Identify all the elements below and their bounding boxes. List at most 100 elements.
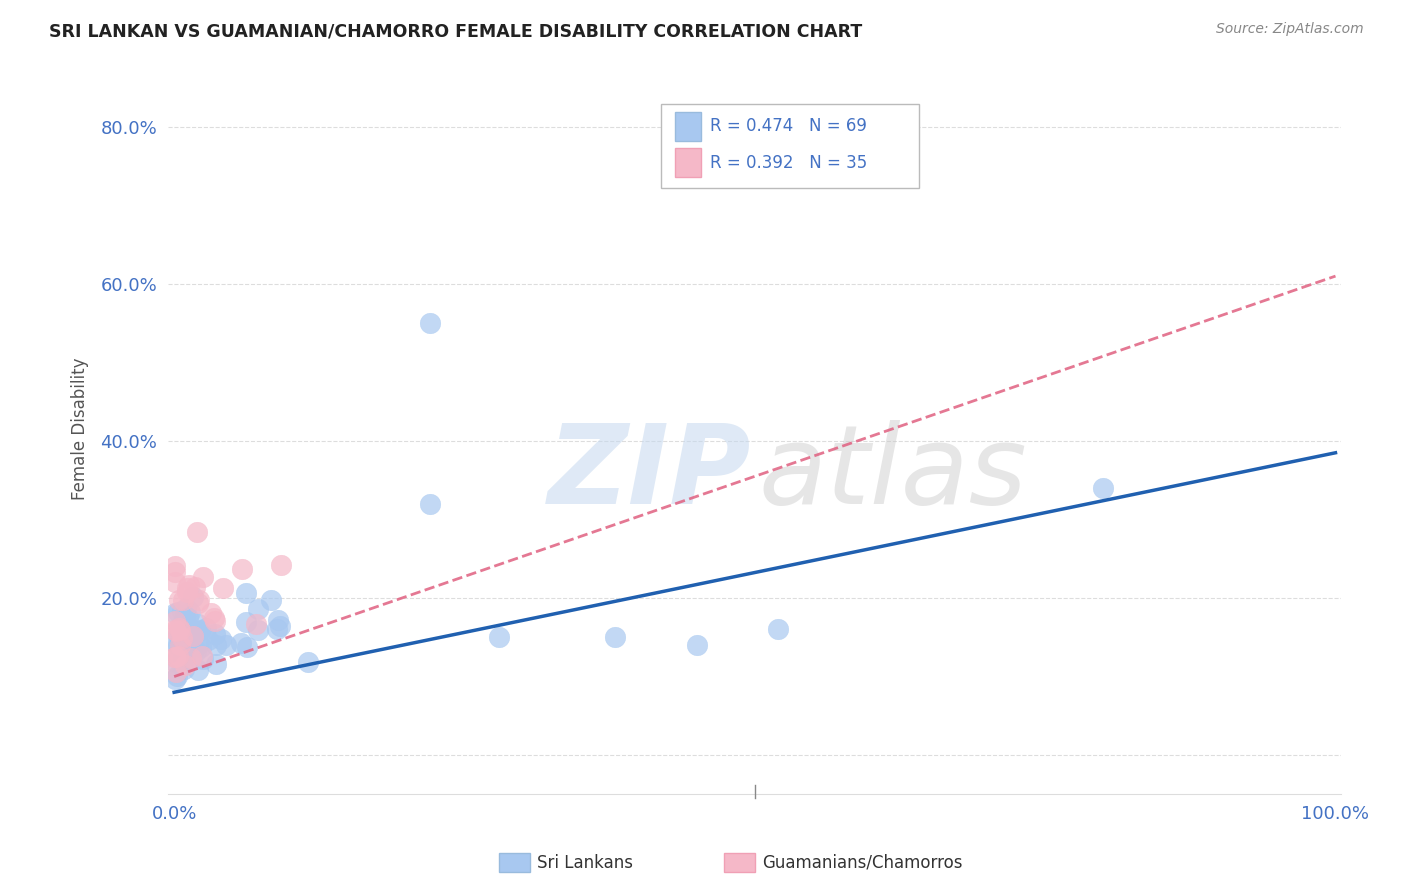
Point [191,570,214,584]
Point [215,639,238,653]
Point [270,558,292,573]
Point [183,626,205,640]
Point [183,641,205,656]
Point [187,663,209,677]
Point [173,648,195,662]
Text: Source: ZipAtlas.com: Source: ZipAtlas.com [1216,22,1364,37]
Text: R = 0.474   N = 69: R = 0.474 N = 69 [710,117,868,135]
Point [165,655,187,669]
Point [186,525,208,540]
Point [266,622,288,636]
Point [205,657,228,672]
Point [200,607,222,621]
Point [170,631,193,645]
Point [209,632,232,646]
Point [187,596,209,610]
Point [205,638,228,652]
Point [212,582,235,596]
Point [181,590,204,604]
Point [204,614,226,628]
Point [297,656,319,670]
Point [186,624,208,639]
Point [165,614,187,628]
Point [177,634,200,648]
Text: Sri Lankans: Sri Lankans [537,854,633,871]
Point [172,604,194,618]
Point [172,592,194,607]
Point [170,621,193,635]
Point [191,651,214,665]
Point [180,651,202,665]
Point [173,662,195,676]
Point [169,623,191,637]
Point [419,497,441,511]
Point [172,617,194,632]
Point [176,581,198,595]
Point [174,652,197,666]
Point [179,605,201,619]
Point [186,637,208,651]
Point [1092,481,1115,495]
Point [174,608,197,623]
Point [174,646,197,660]
Point [173,640,195,654]
Text: ZIP: ZIP [548,419,751,526]
Point [235,615,257,629]
Point [183,580,205,594]
Point [167,593,190,607]
Point [167,648,190,663]
Point [187,616,209,631]
Text: SRI LANKAN VS GUAMANIAN/CHAMORRO FEMALE DISABILITY CORRELATION CHART: SRI LANKAN VS GUAMANIAN/CHAMORRO FEMALE … [49,22,862,40]
Point [167,621,190,635]
Point [194,621,217,635]
Point [229,636,252,650]
Point [176,621,198,635]
Point [169,636,191,650]
Point [190,640,212,655]
Point [170,635,193,649]
Point [177,620,200,634]
Point [181,629,204,643]
Point [204,627,226,641]
Point [167,605,190,619]
Point [197,633,219,648]
Point [165,665,187,679]
Point [165,650,187,665]
Point [174,600,197,615]
Point [169,640,191,654]
Point [173,640,195,655]
Point [165,650,187,665]
Point [172,640,194,654]
Point [165,637,187,651]
Point [236,640,259,654]
Text: Guamanians/Chamorros: Guamanians/Chamorros [762,854,963,871]
Point [165,575,187,590]
Point [167,628,190,642]
Point [165,623,187,637]
Point [166,626,188,640]
Point [165,559,187,574]
Point [419,316,441,330]
Point [245,617,267,632]
Text: R = 0.392   N = 35: R = 0.392 N = 35 [710,153,868,171]
Point [188,624,211,638]
Point [191,648,214,663]
Point [165,624,187,639]
Point [202,610,225,624]
Point [269,619,291,633]
Point [186,643,208,657]
Point [176,611,198,625]
Point [247,601,270,615]
Point [235,586,257,600]
Point [605,630,627,644]
FancyBboxPatch shape [675,148,700,178]
Point [176,585,198,599]
Point [231,562,253,576]
Point [177,578,200,592]
Point [247,623,270,637]
Point [165,565,187,579]
Point [686,638,709,652]
FancyBboxPatch shape [661,104,920,188]
Point [169,636,191,650]
Point [172,657,194,672]
